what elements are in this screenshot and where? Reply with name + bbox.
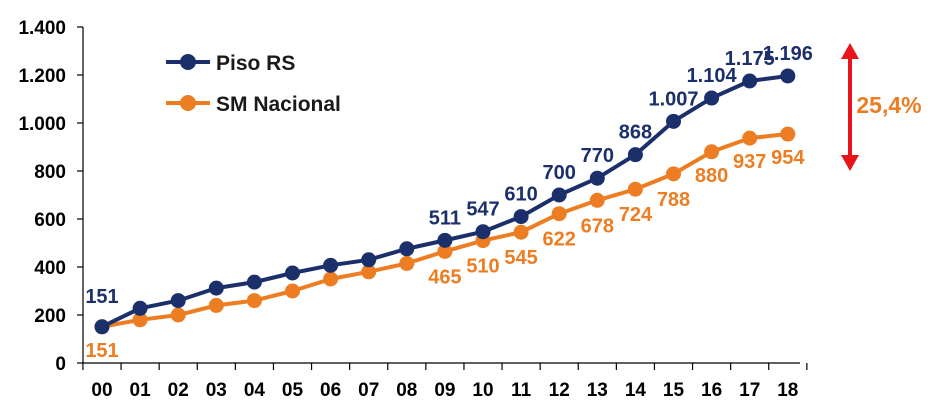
data-point-piso-rs: [208, 280, 224, 296]
data-point-piso-rs: [589, 170, 605, 186]
data-point-piso-rs: [742, 73, 758, 89]
data-point-piso-rs: [361, 252, 377, 268]
data-point-sm-nacional: [742, 130, 758, 146]
data-label-piso-rs: 547: [466, 199, 499, 221]
x-tick-label: 00: [91, 380, 112, 401]
x-tick-label: 06: [320, 380, 341, 401]
x-tick-label: 07: [358, 380, 379, 401]
data-point-sm-nacional: [208, 297, 224, 313]
data-point-sm-nacional: [589, 192, 605, 208]
series-line-sm-nacional: [101, 132, 789, 329]
data-point-sm-nacional: [361, 264, 377, 280]
data-label-piso-rs: 1.007: [648, 88, 698, 110]
y-tick-label: 200: [34, 306, 66, 327]
data-label-sm-nacional: 954: [771, 147, 805, 169]
data-point-sm-nacional: [704, 144, 720, 160]
x-tick-label: 08: [396, 380, 417, 401]
legend-label-piso: Piso RS: [216, 52, 295, 75]
y-tick-label: 1.400: [18, 18, 66, 39]
data-point-sm-nacional: [246, 293, 262, 309]
x-tick-label: 13: [587, 380, 608, 401]
data-point-piso-rs: [437, 232, 453, 248]
series-layer: [94, 68, 796, 335]
data-label-sm-nacional: 788: [657, 189, 690, 211]
data-label-sm-nacional: 622: [543, 229, 576, 251]
data-point-piso-rs: [170, 293, 186, 309]
difference-arrow-head-bottom: [841, 155, 859, 172]
data-point-sm-nacional: [666, 166, 681, 182]
data-point-piso-rs: [666, 113, 681, 129]
x-tick-label: 03: [206, 380, 227, 401]
data-label-sm-nacional: 880: [695, 165, 728, 187]
legend-swatch-sm-marker: [180, 95, 196, 111]
data-point-piso-rs: [323, 257, 339, 273]
data-point-sm-nacional: [627, 181, 643, 197]
data-label-sm-nacional: 937: [733, 151, 766, 173]
data-point-sm-nacional: [437, 243, 453, 259]
x-tick-label: 15: [663, 380, 685, 401]
data-point-sm-nacional: [399, 255, 415, 271]
data-label-piso-rs: 151: [85, 286, 118, 308]
data-label-sm-nacional: 151: [85, 340, 118, 362]
legend: Piso RS SM Nacional: [166, 52, 341, 116]
x-tick-label: 09: [434, 380, 455, 401]
data-label-piso-rs: 610: [504, 184, 537, 206]
data-point-piso-rs: [399, 241, 415, 257]
data-point-piso-rs: [704, 90, 720, 106]
x-tick-label: 04: [244, 380, 266, 401]
x-tick-label: 10: [472, 380, 493, 401]
data-label-sm-nacional: 724: [619, 204, 653, 226]
data-point-piso-rs: [132, 300, 148, 316]
data-label-piso-rs: 511: [429, 207, 461, 229]
legend-label-sm: SM Nacional: [216, 93, 341, 116]
x-tick-label: 16: [701, 380, 722, 401]
data-point-sm-nacional: [551, 206, 567, 222]
data-label-piso-rs: 1.175: [725, 48, 775, 70]
data-point-piso-rs: [475, 224, 491, 240]
data-label-piso-rs: 1.196: [763, 43, 813, 65]
x-tick-label: 02: [168, 380, 189, 401]
y-tick-label: 0: [55, 354, 66, 375]
x-tick-label: 12: [549, 380, 570, 401]
data-label-sm-nacional: 510: [466, 256, 499, 278]
y-tick-label: 800: [34, 162, 66, 183]
data-label-sm-nacional: 545: [504, 247, 537, 269]
data-label-piso-rs: 700: [543, 162, 576, 184]
data-point-piso-rs: [513, 209, 529, 225]
data-point-piso-rs: [94, 319, 110, 335]
data-point-piso-rs: [627, 147, 643, 163]
difference-annotation: 25,4%: [841, 42, 922, 172]
data-point-piso-rs: [780, 68, 796, 84]
x-tick-label: 18: [777, 380, 798, 401]
data-point-sm-nacional: [285, 283, 300, 299]
data-label-piso-rs: 770: [581, 145, 614, 167]
data-point-piso-rs: [285, 265, 300, 281]
x-tick-label: 05: [282, 380, 304, 401]
x-tick-label: 01: [130, 380, 152, 401]
difference-arrow-head-top: [841, 42, 859, 59]
data-point-sm-nacional: [170, 307, 186, 323]
axes: 0 200 400 600 800 1.000 1.200 1.400 00 01 02 03 04 05…: [18, 18, 808, 401]
y-tick-label: 1.000: [18, 114, 66, 135]
data-label-sm-nacional: 678: [581, 215, 614, 237]
data-point-sm-nacional: [780, 126, 796, 142]
y-tick-label: 400: [34, 258, 66, 279]
x-tick-label: 17: [739, 380, 760, 401]
data-label-piso-rs: 868: [619, 122, 652, 144]
x-tick-label: 14: [625, 380, 647, 401]
data-point-piso-rs: [246, 274, 262, 290]
x-tick-label: 11: [511, 380, 532, 401]
data-point-sm-nacional: [132, 312, 148, 328]
data-point-sm-nacional: [513, 224, 529, 240]
data-point-sm-nacional: [323, 271, 339, 287]
difference-label: 25,4%: [856, 92, 921, 118]
y-tick-label: 1.200: [18, 66, 66, 87]
data-label-sm-nacional: 465: [428, 266, 461, 288]
data-point-piso-rs: [551, 187, 567, 203]
y-tick-label: 600: [34, 210, 66, 231]
data-label-piso-rs: 1.104: [687, 65, 738, 87]
legend-swatch-piso-marker: [180, 54, 196, 70]
